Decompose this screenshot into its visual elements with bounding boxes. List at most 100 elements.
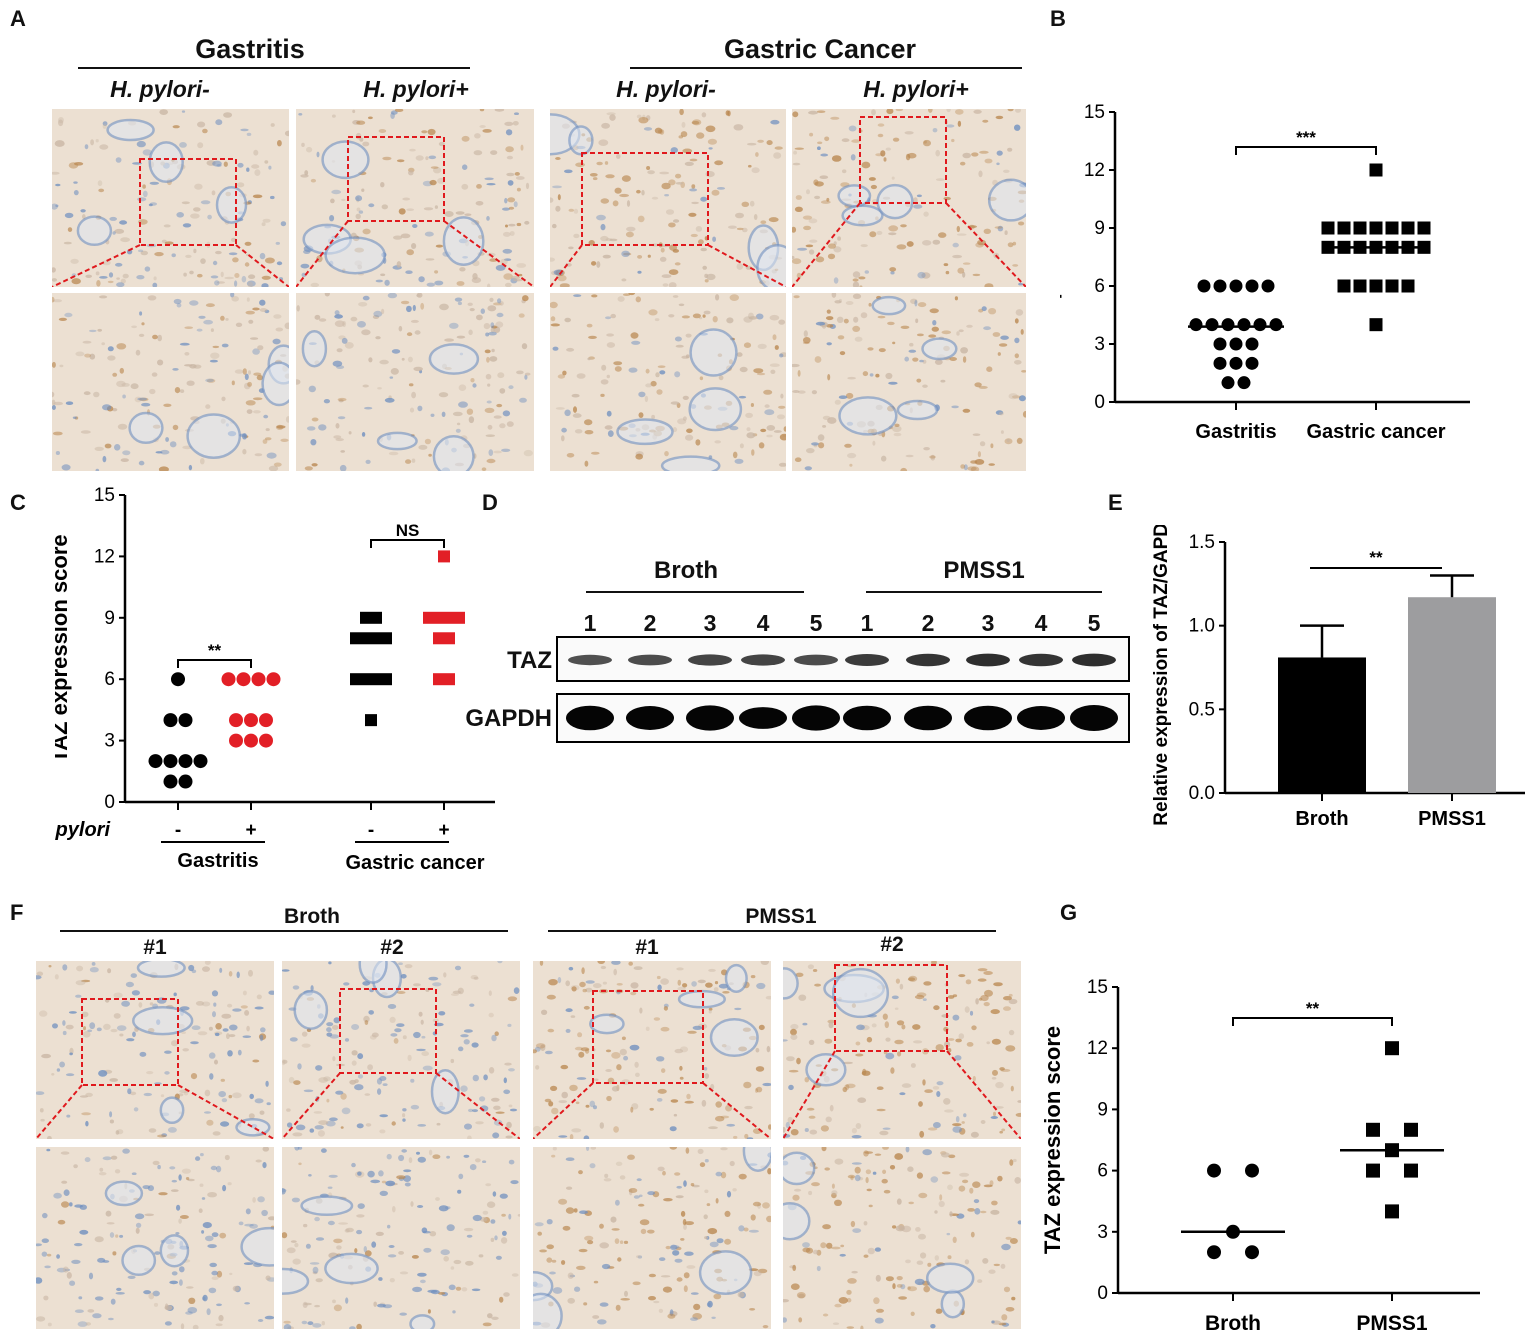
- chart-b-point: [1229, 356, 1243, 370]
- chart-e-y-tick-label: 0.0: [1189, 783, 1215, 804]
- chart-b-point: [1229, 337, 1243, 351]
- blot-gapdh-band: [626, 706, 674, 730]
- histology-a-top-2: [296, 109, 534, 287]
- histology-a-top-4: [792, 109, 1026, 287]
- chart-e-y-label: Relative expression of TAZ/GAPDH: [1151, 525, 1172, 826]
- blot-taz-band: [845, 654, 889, 666]
- chart-b-x-label: Gastritis: [1195, 421, 1276, 443]
- chart-b-point: [1401, 221, 1415, 235]
- chart-b-point: [1197, 279, 1211, 293]
- blot-gapdh-band: [739, 707, 787, 729]
- a-hp-pos-2: H. pylori+: [863, 76, 969, 102]
- chart-c-point: [433, 673, 455, 686]
- chart-b-point: [1369, 163, 1383, 177]
- chart-g-point: [1207, 1163, 1221, 1178]
- panel-a-letter: A: [10, 6, 26, 31]
- histology-f-bottom-4: [783, 1147, 1021, 1329]
- chart-c-bracket: [370, 539, 445, 548]
- chart-c-point: [221, 672, 236, 687]
- chart-c-point: [350, 673, 392, 686]
- chart-c-point: [266, 672, 281, 687]
- blot-taz-band: [966, 653, 1010, 667]
- chart-g-y-tick-label: 0: [1097, 1283, 1108, 1304]
- chart-b-point: [1353, 221, 1367, 235]
- chart-c-point: [259, 733, 273, 748]
- chart-g-point: [1366, 1163, 1380, 1178]
- chart-c-y-tick-label: 12: [94, 546, 115, 567]
- a-gastritis-rule: [78, 67, 470, 69]
- d-row-taz: TAZ: [507, 647, 552, 674]
- chart-c-point: [251, 672, 266, 687]
- chart-b-y-tick-label: 3: [1094, 334, 1105, 355]
- chart-b-point: [1337, 279, 1351, 293]
- chart-b-y-label: TAZ expression score: [1060, 143, 1062, 371]
- chart-b-point: [1213, 279, 1227, 293]
- chart-c-hp-label: H. pylori: [55, 819, 110, 841]
- chart-b-point: [1269, 318, 1283, 332]
- f-sample-1b: #1: [635, 936, 659, 959]
- chart-b-point: [1221, 376, 1235, 390]
- histology-a-bottom-2: [296, 293, 534, 471]
- chart-e: 0.0 0.5 1.0 1.5 Relative expression of TAZ/G…: [1151, 525, 1525, 830]
- chart-g-y-tick-label: 15: [1087, 977, 1108, 998]
- chart-g-y-tick-label: 3: [1097, 1222, 1108, 1243]
- chart-g-point: [1366, 1122, 1380, 1137]
- blot-taz-band: [794, 654, 838, 666]
- chart-c-point: [244, 713, 258, 728]
- chart-e-x-label: Broth: [1295, 808, 1348, 830]
- blot-gapdh-band: [566, 705, 614, 731]
- chart-b-point: [1205, 318, 1219, 332]
- d-lane-label: 3: [703, 610, 717, 636]
- f-broth-rule: [60, 930, 508, 932]
- blot-gapdh-band: [686, 705, 734, 731]
- chart-g-bracket: [1232, 1017, 1393, 1026]
- chart-b-y-tick-label: 0: [1094, 392, 1105, 413]
- chart-c-y-tick-label: 6: [104, 669, 115, 690]
- histology-f-top-3: [533, 961, 771, 1139]
- blot-gapdh-band: [843, 705, 891, 731]
- chart-c-point: [148, 754, 163, 769]
- blot-taz-band: [688, 654, 732, 666]
- d-group-broth: Broth: [654, 557, 718, 584]
- chart-e-y-tick-label: 0.5: [1189, 699, 1215, 720]
- chart-b-point: [1213, 337, 1227, 351]
- histology-f-top-4: [783, 961, 1021, 1139]
- panel-d-letter: D: [482, 490, 498, 515]
- f-sample-2b: #2: [880, 933, 904, 956]
- d-lane-label: 1: [860, 610, 874, 636]
- a-group-cancer: Gastric Cancer: [723, 34, 917, 64]
- chart-b-point: [1417, 221, 1431, 235]
- chart-c-point: [229, 713, 243, 728]
- chart-g-y-tick-label: 9: [1097, 1099, 1108, 1120]
- chart-c-y-tick-label: 15: [94, 485, 115, 506]
- chart-b-point: [1245, 337, 1259, 351]
- chart-e-y-tick-label: 1.0: [1189, 616, 1215, 637]
- chart-c-point: [236, 672, 251, 687]
- histology-f-bottom-3: [533, 1147, 771, 1329]
- chart-b-point: [1261, 279, 1275, 293]
- panel-g-letter: G: [1060, 900, 1078, 925]
- blot-taz-band: [568, 654, 612, 666]
- chart-b-x-label: Gastric cancer: [1307, 421, 1446, 443]
- a-hp-neg-2: H. pylori-: [616, 76, 716, 102]
- blot-gapdh-band: [792, 705, 840, 731]
- chart-c-point: [350, 632, 392, 645]
- chart-g-y-tick-label: 12: [1087, 1038, 1108, 1059]
- chart-c-point: [163, 754, 178, 769]
- d-lane-label: 2: [921, 610, 935, 636]
- chart-c-significance: NS: [396, 521, 420, 540]
- chart-c-significance: **: [208, 641, 222, 660]
- chart-e-bar: [1408, 597, 1496, 793]
- chart-g-y-tick-label: 6: [1097, 1161, 1108, 1182]
- chart-b-point: [1385, 221, 1399, 235]
- blot-taz-band: [741, 654, 785, 666]
- d-lane-label: 5: [809, 610, 823, 636]
- histology-f-bottom-2: [282, 1147, 520, 1329]
- chart-c-point: [360, 611, 382, 624]
- histology-a-bottom-4: [792, 293, 1026, 471]
- blot-taz-band: [1019, 653, 1063, 667]
- d-row-gapdh: GAPDH: [465, 705, 552, 732]
- panel-e-letter: E: [1108, 490, 1123, 515]
- chart-g-significance: **: [1306, 999, 1320, 1018]
- blot-taz-band: [1072, 653, 1116, 667]
